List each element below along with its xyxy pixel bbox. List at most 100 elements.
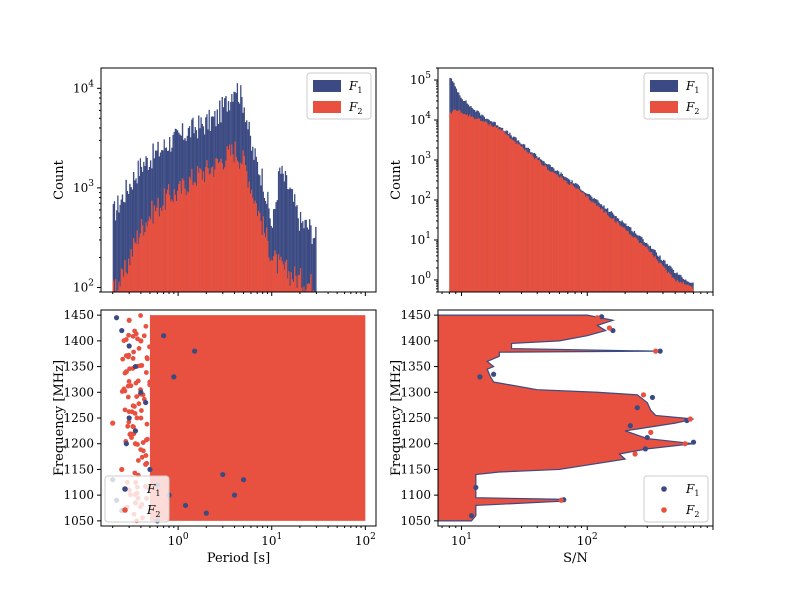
bar <box>179 181 181 292</box>
bar <box>120 199 122 292</box>
bar <box>269 218 271 292</box>
bar <box>169 195 171 292</box>
bar <box>308 219 311 292</box>
bar <box>269 261 271 292</box>
bar <box>688 285 691 292</box>
bar <box>650 252 653 292</box>
bar <box>621 227 623 292</box>
bar <box>117 290 119 292</box>
bar <box>538 160 540 292</box>
bar <box>288 271 290 292</box>
point <box>129 435 134 440</box>
y-tick-label: 103 <box>410 151 431 167</box>
bar <box>691 286 693 292</box>
bar <box>313 237 316 292</box>
bar <box>501 129 504 292</box>
bar <box>553 172 555 292</box>
bar <box>174 194 177 292</box>
bar <box>579 191 582 292</box>
bar <box>549 171 551 292</box>
bar <box>291 279 294 292</box>
bar <box>310 274 312 292</box>
bar <box>275 254 277 292</box>
bar <box>124 202 126 292</box>
bar <box>686 284 688 292</box>
bar <box>528 152 531 292</box>
bar <box>203 181 206 292</box>
point <box>125 423 131 429</box>
bar <box>625 230 627 292</box>
y-tick-label: 1350 <box>400 360 431 374</box>
series-f2 <box>449 109 694 292</box>
point <box>122 388 128 394</box>
x-ticks <box>112 292 366 296</box>
bar <box>209 173 211 292</box>
point <box>126 317 132 323</box>
bar <box>268 257 270 292</box>
bar <box>292 201 295 292</box>
bar <box>144 165 146 292</box>
bar <box>584 196 587 292</box>
bar <box>148 216 151 292</box>
bar <box>619 225 621 292</box>
bar <box>287 189 289 292</box>
bar <box>481 121 483 292</box>
bar <box>250 189 253 292</box>
bar <box>306 227 308 292</box>
bar <box>525 149 527 292</box>
bar <box>554 173 556 292</box>
bar <box>537 159 539 292</box>
bar <box>123 201 125 292</box>
bar <box>604 211 606 292</box>
bar <box>662 266 665 292</box>
bar <box>129 265 131 292</box>
bar <box>118 212 120 292</box>
bar <box>611 218 614 292</box>
bar <box>125 272 127 292</box>
bar <box>653 257 655 292</box>
point <box>128 383 134 389</box>
bar <box>199 168 201 292</box>
plot-area <box>438 314 697 522</box>
bar <box>296 205 298 292</box>
bar <box>151 200 153 292</box>
y-tick-label: 100 <box>410 271 431 287</box>
bar <box>208 174 210 292</box>
bar <box>642 245 644 292</box>
bar <box>215 158 217 292</box>
bar <box>241 164 243 292</box>
bar <box>262 216 264 292</box>
bar <box>301 287 303 292</box>
bar <box>298 230 301 292</box>
point <box>119 466 125 473</box>
bar <box>188 176 191 292</box>
bar <box>565 180 567 292</box>
bar <box>616 221 618 292</box>
bar <box>307 283 310 292</box>
scatter-envelope-f2 <box>438 314 694 522</box>
bar <box>285 175 288 292</box>
bar <box>608 216 610 292</box>
bar <box>281 165 283 292</box>
bar <box>636 238 638 292</box>
point <box>166 327 172 334</box>
bar <box>134 180 136 292</box>
bar <box>295 275 297 292</box>
bar <box>303 228 305 292</box>
bar <box>257 210 260 292</box>
bar <box>261 168 263 292</box>
bar <box>271 227 274 292</box>
bar <box>633 237 636 292</box>
point <box>126 332 132 338</box>
bar <box>235 156 237 292</box>
bar <box>506 135 509 292</box>
bar <box>467 116 470 292</box>
bar <box>531 154 533 292</box>
point <box>123 441 129 447</box>
bar <box>599 209 602 292</box>
bar <box>627 231 629 292</box>
bar <box>252 197 254 292</box>
